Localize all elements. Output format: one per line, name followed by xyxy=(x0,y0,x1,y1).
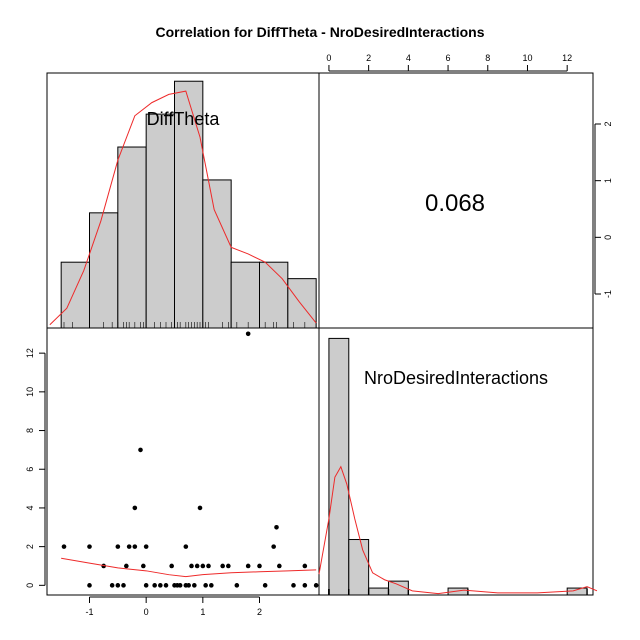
scatter-point xyxy=(302,563,308,569)
scatter-point xyxy=(192,583,197,588)
diff-hist-bar xyxy=(89,212,119,329)
diff-hist-bar xyxy=(287,278,317,329)
tick-label: 6 xyxy=(25,467,35,472)
nro-hist-bar xyxy=(387,580,409,596)
scatter-point xyxy=(143,583,149,588)
scatter-point xyxy=(209,583,214,588)
scatter-point xyxy=(177,583,183,588)
scatter-point xyxy=(126,544,132,549)
nro-hist-bar xyxy=(566,587,588,596)
scatter-point xyxy=(61,544,67,549)
panel-correlation: 0.068 xyxy=(318,72,594,329)
tick-label: -1 xyxy=(85,607,93,617)
lowess-curve xyxy=(61,557,317,578)
scatter-point xyxy=(143,544,149,549)
scatter-point xyxy=(291,583,296,588)
tick-label: 4 xyxy=(406,53,411,63)
scatter-point xyxy=(158,583,163,588)
tick-label: 2 xyxy=(366,53,371,63)
scatter-point xyxy=(206,563,211,569)
tick-label: 2 xyxy=(25,544,35,549)
scatter-point xyxy=(186,583,191,588)
scatter-point xyxy=(277,563,282,569)
tick-label: 6 xyxy=(446,53,451,63)
diff-hist-bar xyxy=(202,179,232,329)
scatter-point xyxy=(163,583,169,588)
panel-nro-histogram: NroDesiredInteractions xyxy=(318,327,598,596)
tick-label: 8 xyxy=(485,53,490,63)
scatter-point xyxy=(245,331,251,337)
scatter-point xyxy=(245,563,251,569)
scatter-point xyxy=(203,583,208,588)
tick-label: 0 xyxy=(25,583,35,588)
tick-label: 2 xyxy=(603,121,613,126)
panel-scatter xyxy=(46,327,320,596)
scatter-points xyxy=(61,331,319,588)
scatter-point xyxy=(262,583,268,588)
panel-diff-histogram: DiffTheta xyxy=(46,72,320,329)
nro-hist-bar xyxy=(328,337,350,596)
scatter-point xyxy=(313,583,319,588)
tick-label: 4 xyxy=(25,505,35,510)
tick-label: 8 xyxy=(25,428,35,433)
tick-label: 1 xyxy=(603,178,613,183)
scatter-point xyxy=(138,447,143,453)
scatter-point xyxy=(132,544,138,549)
nro-hist-bar xyxy=(368,587,389,596)
scatter-point xyxy=(121,583,126,588)
label-nro-desired-interactions: NroDesiredInteractions xyxy=(364,368,548,388)
scatter-point xyxy=(257,563,262,569)
tick-label: 0 xyxy=(603,235,613,240)
label-diff-theta: DiffTheta xyxy=(147,109,221,129)
diff-hist-bar xyxy=(230,261,261,329)
scatter-point xyxy=(271,544,276,549)
scatter-point xyxy=(87,583,92,588)
correlation-value: 0.068 xyxy=(425,190,485,217)
diff-hist-bar xyxy=(259,261,289,329)
chart-title: Correlation for DiffTheta - NroDesiredIn… xyxy=(155,24,484,40)
tick-label: 10 xyxy=(522,53,532,63)
tick-label: -1 xyxy=(603,290,613,298)
diff-hist-bar xyxy=(117,146,147,329)
scatter-point xyxy=(189,563,194,569)
tick-label: 0 xyxy=(144,607,149,617)
scatter-point xyxy=(115,544,121,549)
scatter-point xyxy=(194,563,200,569)
scatter-point xyxy=(200,563,206,569)
nro-rug xyxy=(328,589,588,595)
scatter-point xyxy=(87,544,92,549)
diff-density-curve xyxy=(49,90,317,326)
scatter-point xyxy=(124,563,129,569)
scatter-point xyxy=(132,505,138,511)
scatter-point xyxy=(274,524,279,530)
scatter-point xyxy=(109,583,115,588)
tick-label: 2 xyxy=(257,607,262,617)
tick-label: 10 xyxy=(25,387,35,397)
scatter-point xyxy=(141,563,146,569)
scatter-point xyxy=(234,583,240,588)
tick-label: 0 xyxy=(326,53,331,63)
tick-label: 12 xyxy=(562,53,572,63)
tick-label: 1 xyxy=(200,607,205,617)
scatter-point xyxy=(152,583,157,588)
scatter-point xyxy=(197,505,203,511)
scatter-point xyxy=(220,563,225,569)
diff-rug xyxy=(63,322,317,328)
diff-hist-bar xyxy=(145,113,176,329)
tick-label: 12 xyxy=(25,348,35,358)
nro-density-curve xyxy=(318,465,598,595)
scatter-point xyxy=(302,583,308,588)
diff-hist-bar xyxy=(60,261,91,329)
scatter-point xyxy=(226,563,231,569)
scatter-point xyxy=(169,563,174,569)
nro-hist-bar xyxy=(348,539,370,596)
scatter-point xyxy=(183,544,189,549)
scatter-point xyxy=(115,583,121,588)
